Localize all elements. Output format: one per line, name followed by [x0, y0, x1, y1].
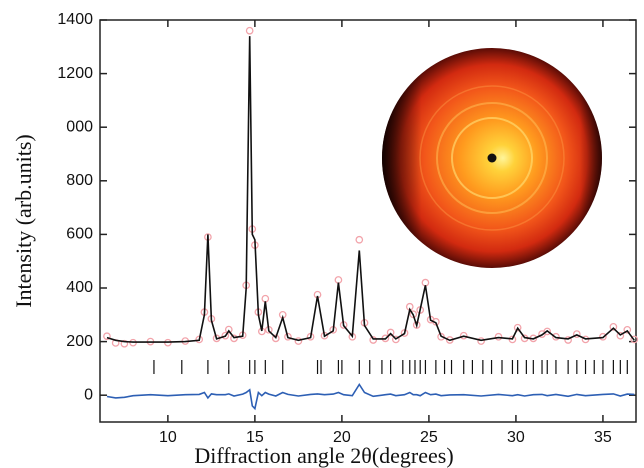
observed-point [572, 330, 581, 338]
observed-point [477, 337, 485, 345]
observed-point [294, 337, 303, 345]
x-tick-label: 20 [333, 429, 351, 446]
observed-point [513, 323, 522, 332]
observed-point [609, 323, 618, 331]
y-tick-label: 400 [66, 279, 93, 296]
profile-line [106, 383, 635, 411]
diffraction-image [382, 48, 602, 268]
y-tick-label: 000 [66, 118, 93, 135]
y-axis-label: Intensity (arb.units) [11, 134, 36, 308]
observed-point [224, 325, 233, 334]
observed-point [355, 235, 364, 244]
y-tick-label: 200 [66, 333, 93, 350]
x-tick-label: 15 [246, 429, 264, 446]
observed-point [334, 276, 343, 284]
observed-point [284, 332, 292, 341]
y-tick-label: 600 [66, 226, 93, 243]
x-tick-label: 35 [594, 429, 612, 446]
observed-point [552, 332, 560, 341]
observed-point [459, 331, 468, 340]
plot-frame [99, 19, 637, 423]
observed-point [369, 336, 378, 344]
y-tick-label: 800 [66, 172, 93, 189]
x-tick-label: 25 [420, 429, 438, 446]
observed-point [221, 331, 230, 340]
profile-line [106, 36, 635, 343]
observed-point [630, 335, 639, 344]
x-axis-label: Diffraction angle 2θ(degrees) [194, 443, 453, 468]
observed-point [391, 335, 400, 344]
observed-point [508, 335, 517, 344]
observed-point [271, 334, 280, 343]
observed-point [599, 332, 607, 341]
observed-point [421, 278, 430, 287]
observed-point [494, 332, 503, 341]
observed-point [245, 26, 254, 35]
observed-point [103, 332, 111, 341]
y-tick-label: 1200 [57, 65, 93, 82]
observed-point [261, 294, 270, 303]
observed-point [195, 335, 204, 344]
observed-point [623, 325, 632, 334]
y-tick-label: 1400 [57, 11, 93, 28]
observed-point [437, 332, 445, 341]
x-tick-label: 30 [507, 429, 525, 446]
y-tick-label: 0 [84, 386, 93, 403]
observed-point [616, 331, 625, 340]
observed-point [543, 327, 552, 336]
x-tick-label: 10 [159, 429, 177, 446]
observed-point [120, 339, 129, 348]
observed-point [564, 336, 572, 344]
observed-point [230, 334, 238, 343]
observed-point [386, 328, 395, 337]
